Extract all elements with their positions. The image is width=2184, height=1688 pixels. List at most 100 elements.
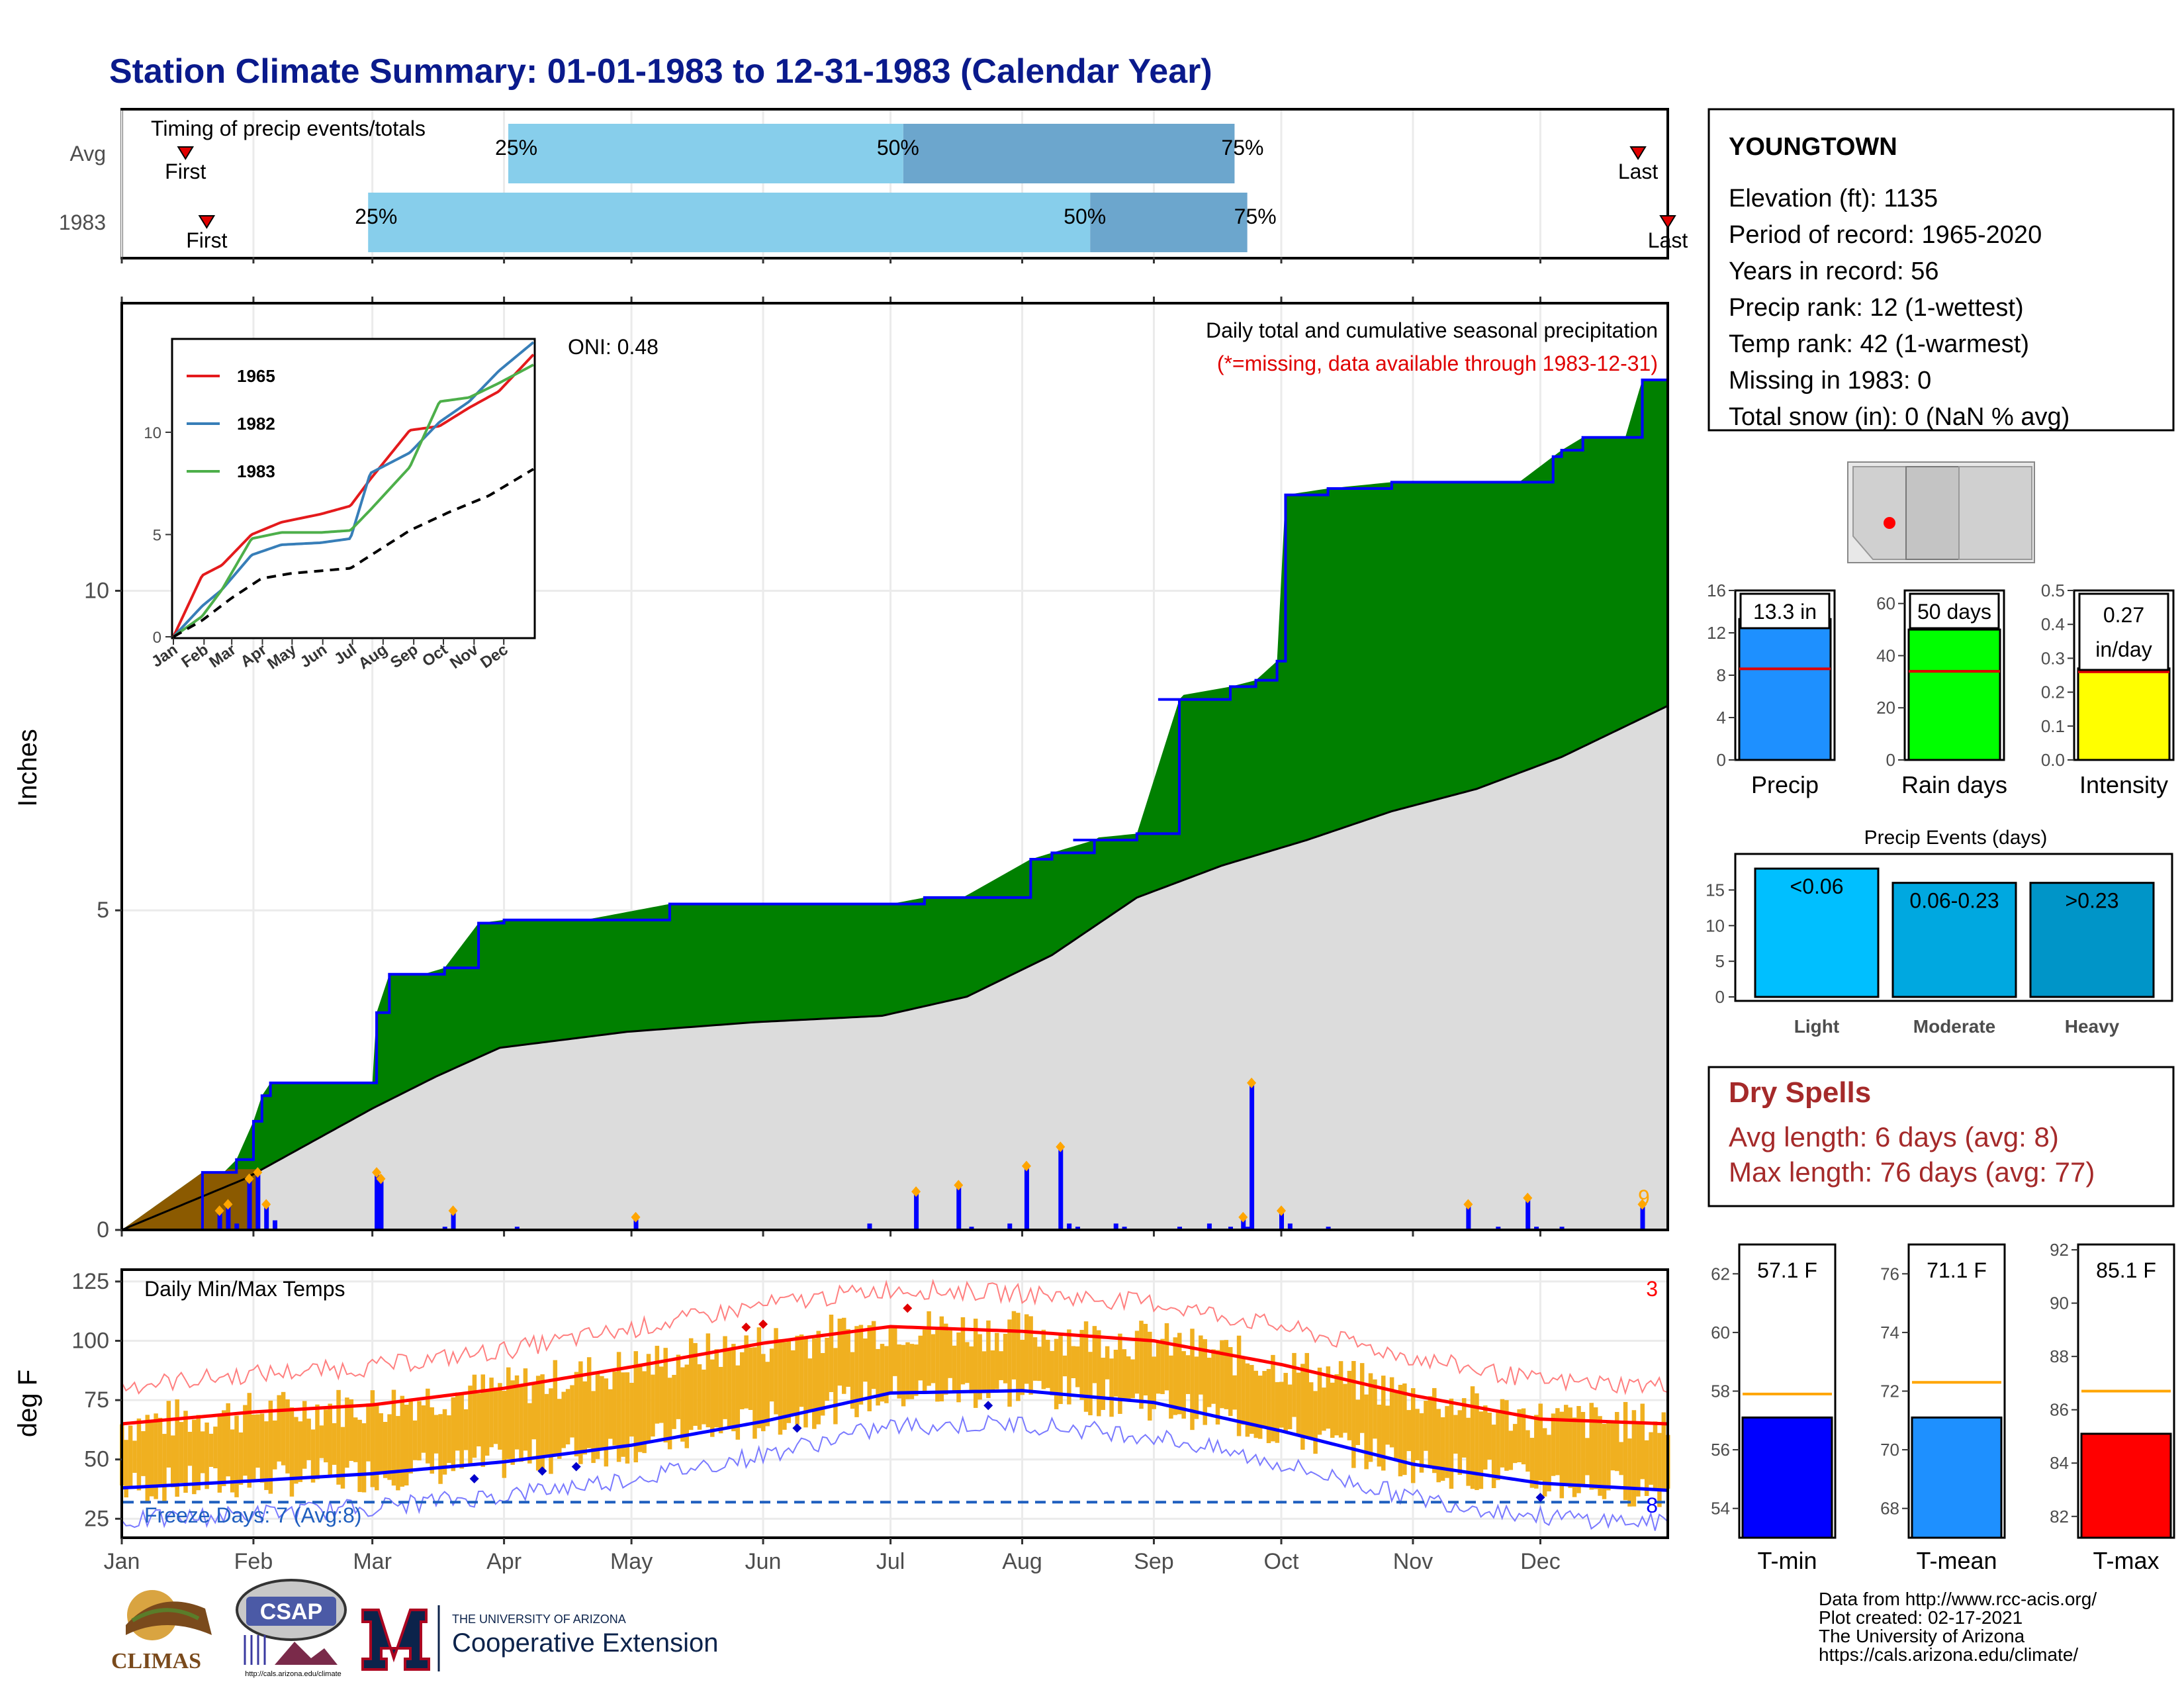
temp-daily-bar — [1585, 1438, 1590, 1476]
month-tick-label: Oct — [1264, 1549, 1299, 1574]
precip-normal-area — [122, 706, 1668, 1230]
events-bar-label: >0.23 — [2066, 889, 2119, 913]
inset-series-line — [172, 363, 534, 638]
temp-daily-bar — [1134, 1331, 1140, 1394]
temp-bar-ytick-label: 92 — [2050, 1240, 2069, 1260]
precip-daily-bar — [1326, 1227, 1331, 1230]
temp-daily-bar — [659, 1366, 664, 1423]
temp-daily-bar — [417, 1401, 422, 1461]
timing-bar-50-75 — [1090, 193, 1248, 252]
temp-daily-bar — [667, 1378, 672, 1450]
csap-logo: CSAP http://cals.arizona.edu/climate — [236, 1579, 347, 1678]
events-category-label: Heavy — [2065, 1016, 2120, 1037]
temp-daily-bar — [1266, 1369, 1271, 1444]
temp-bar-ytick-label: 62 — [1711, 1264, 1730, 1284]
precip-event-marker — [911, 1186, 921, 1197]
temp-daily-bar — [136, 1418, 142, 1491]
climas-logo: CLIMAS — [111, 1583, 216, 1673]
mini-bar-value — [2077, 667, 2171, 761]
timing-row-avg-label: Avg — [69, 142, 106, 165]
temp-bar-ytick-label: 58 — [1711, 1382, 1730, 1401]
precip-cumulative-line — [122, 378, 1668, 1231]
precip-normal-line — [121, 704, 1668, 1231]
csap-url-text: http://cals.arizona.edu/climate — [245, 1670, 341, 1678]
temp-daily-bar — [1559, 1411, 1565, 1499]
temp-daily-bar — [799, 1335, 804, 1407]
temp-daily-bar — [1037, 1346, 1042, 1382]
temp-daily-bar — [765, 1362, 770, 1427]
temp-daily-bar — [433, 1415, 439, 1454]
temp-daily-bar — [637, 1364, 643, 1452]
ua-small-text: THE UNIVERSITY OF ARIZONA — [452, 1613, 626, 1626]
temp-daily-bar — [1164, 1323, 1169, 1391]
temp-daily-bar — [774, 1328, 778, 1415]
mini-bar-value — [1907, 628, 2001, 761]
temp-daily-bar — [472, 1374, 477, 1458]
temp-daily-bar — [1368, 1373, 1373, 1462]
precip-event-marker — [376, 1173, 386, 1184]
temp-daily-bar — [289, 1407, 295, 1497]
station-elevation: Elevation (ft): 1135 — [1729, 185, 1938, 212]
temp-daily-bar — [1122, 1349, 1127, 1401]
temp-bar-ytick-label: 86 — [2050, 1400, 2069, 1420]
mini-bar-value-unit: in/day — [2095, 637, 2152, 661]
csap-rain-icon — [244, 1635, 266, 1665]
temp-daily-bar — [1542, 1428, 1547, 1497]
temp-daily-bar — [498, 1383, 502, 1450]
precip-event-marker — [253, 1167, 263, 1178]
temp-daily-bar — [884, 1346, 889, 1403]
temp-frame — [120, 1268, 1669, 1539]
precip-daily-bar — [633, 1217, 639, 1230]
precip-daily-bar — [379, 1178, 384, 1230]
temp-bar-value-label: 57.1 F — [1757, 1258, 1817, 1282]
precip-daily-bar — [1177, 1227, 1182, 1230]
temp-daily-bar — [1330, 1382, 1335, 1438]
temp-daily-bar — [400, 1395, 405, 1487]
mini-bar-value-box — [1739, 592, 1831, 630]
timing-panel: 25% 50% 75% First Last 25% 50% 75% First Last Tim… — [59, 108, 1688, 263]
temp-daily-bar — [175, 1399, 179, 1497]
temp-daily-bar — [1619, 1442, 1623, 1476]
temp-daily-bar — [948, 1330, 952, 1378]
credits: Data from http://www.rcc-acis.org/ Plot … — [1819, 1589, 2097, 1665]
oni-label: ONI: 0.48 — [568, 335, 659, 359]
temp-daily-bar — [782, 1342, 787, 1430]
temp-daily-bar — [1109, 1358, 1114, 1417]
temp-daily-bar — [506, 1367, 511, 1460]
mini-bar-label: Rain days — [1901, 771, 2007, 798]
temp-daily-bar — [553, 1360, 558, 1455]
temp-daily-bar — [600, 1376, 604, 1449]
mini-bar-chart-rain-days: 0 20 40 60 50 days Rain days — [1876, 589, 2007, 798]
precip-daily-bar — [451, 1211, 456, 1230]
temp-daily-bar — [705, 1333, 711, 1428]
inset-series-line — [172, 353, 535, 637]
credit-line-4: https://cals.arizona.edu/climate/ — [1819, 1644, 2078, 1665]
temp-daily-bar — [1598, 1416, 1602, 1496]
temp-daily-bar — [1097, 1330, 1101, 1417]
temp-daily-bar — [756, 1327, 762, 1429]
precip-event-marker — [223, 1199, 233, 1210]
temp-daily-bar — [1521, 1408, 1526, 1465]
temp-daily-bar — [306, 1419, 311, 1460]
temp-daily-bar — [867, 1325, 872, 1411]
events-bar — [1891, 882, 2017, 998]
mini-bar-ytick-label: 60 — [1876, 594, 1895, 614]
temp-daily-bar — [1007, 1319, 1012, 1407]
temp-daily-bar — [1003, 1333, 1008, 1383]
mini-bar-value-box — [1909, 592, 2000, 630]
temp-bar-ytick-label: 82 — [2050, 1507, 2069, 1526]
temp-daily-bar — [1206, 1358, 1212, 1407]
temp-daily-bar — [1572, 1417, 1577, 1497]
mini-bar-ytick-label: 40 — [1876, 645, 1895, 665]
precip-daily-bar — [1466, 1204, 1471, 1230]
temp-daily-bar — [769, 1348, 774, 1402]
temp-daily-bar — [918, 1335, 923, 1381]
temp-daily-bar — [319, 1425, 324, 1458]
temp-daily-bar — [234, 1415, 239, 1497]
temp-daily-bar — [357, 1419, 362, 1492]
temp-daily-bar — [1547, 1434, 1551, 1491]
temp-daily-bar — [1580, 1411, 1586, 1485]
temp-daily-bar — [1152, 1356, 1156, 1409]
temp-daily-bar — [1636, 1424, 1641, 1497]
temp-daily-bar — [1436, 1409, 1441, 1483]
